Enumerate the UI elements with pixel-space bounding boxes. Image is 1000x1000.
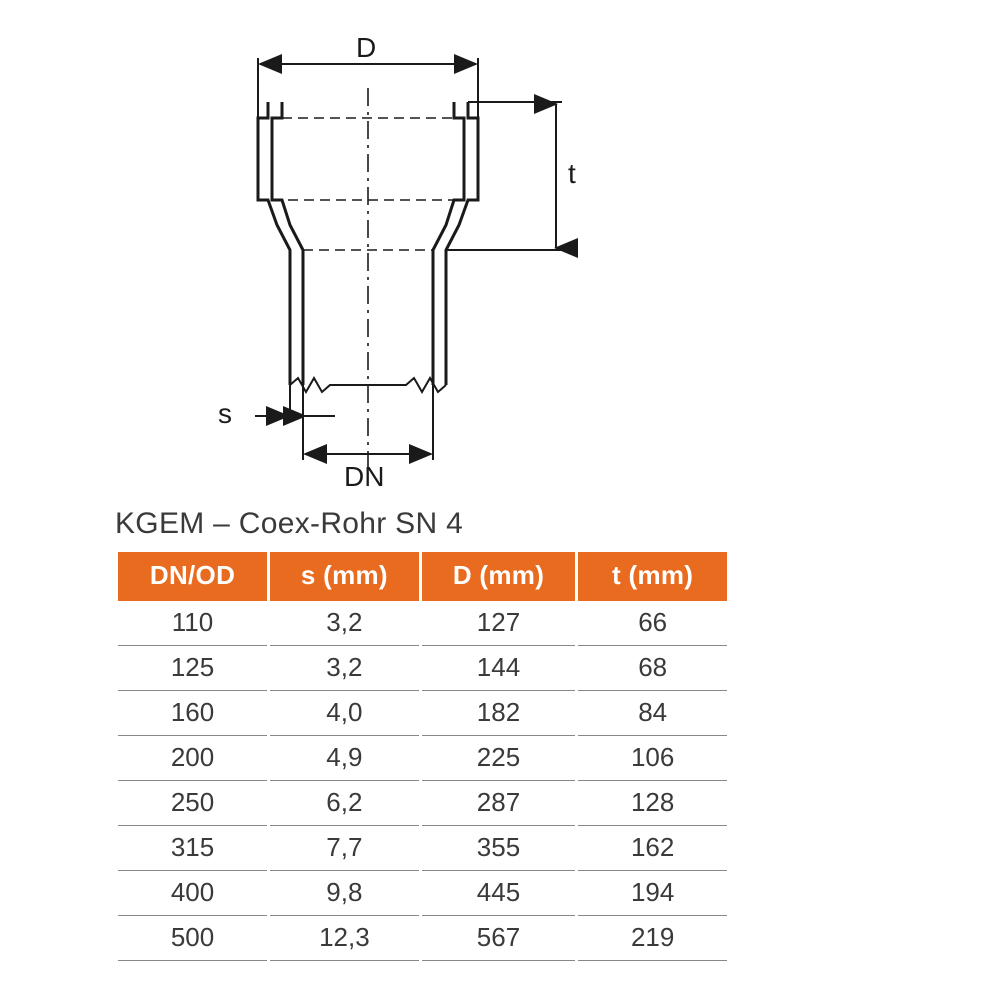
table-cell: 567	[422, 916, 576, 961]
table-cell: 127	[422, 601, 576, 646]
table-cell: 219	[578, 916, 727, 961]
table-cell: 68	[578, 646, 727, 691]
table-cell: 9,8	[270, 871, 419, 916]
table-cell: 66	[578, 601, 727, 646]
table-row: 2004,9225106	[118, 736, 727, 781]
table-cell: 225	[422, 736, 576, 781]
table-cell: 400	[118, 871, 267, 916]
table-cell: 500	[118, 916, 267, 961]
table-cell: 162	[578, 826, 727, 871]
table-cell: 12,3	[270, 916, 419, 961]
dim-label-t: t	[568, 158, 576, 190]
table-cell: 200	[118, 736, 267, 781]
col-header: D (mm)	[422, 552, 576, 601]
table-cell: 4,9	[270, 736, 419, 781]
table-cell: 125	[118, 646, 267, 691]
table-row: 4009,8445194	[118, 871, 727, 916]
table-row: 1253,214468	[118, 646, 727, 691]
col-header: t (mm)	[578, 552, 727, 601]
table-cell: 250	[118, 781, 267, 826]
table-cell: 84	[578, 691, 727, 736]
table-row: 3157,7355162	[118, 826, 727, 871]
table-cell: 194	[578, 871, 727, 916]
pipe-diagram: D t s DN	[170, 40, 700, 480]
table-cell: 445	[422, 871, 576, 916]
table-row: 1103,212766	[118, 601, 727, 646]
dim-label-s: s	[218, 398, 232, 430]
table-row: 1604,018284	[118, 691, 727, 736]
table-cell: 315	[118, 826, 267, 871]
table-cell: 3,2	[270, 601, 419, 646]
table-row: 50012,3567219	[118, 916, 727, 961]
col-header: s (mm)	[270, 552, 419, 601]
spec-table: DN/OD s (mm) D (mm) t (mm) 1103,21276612…	[115, 552, 730, 961]
table-cell: 182	[422, 691, 576, 736]
table-header-row: DN/OD s (mm) D (mm) t (mm)	[118, 552, 727, 601]
table-cell: 7,7	[270, 826, 419, 871]
table-cell: 110	[118, 601, 267, 646]
table-cell: 6,2	[270, 781, 419, 826]
table-title: KGEM – Coex-Rohr SN 4	[115, 507, 463, 541]
table-cell: 4,0	[270, 691, 419, 736]
table-cell: 355	[422, 826, 576, 871]
table-cell: 106	[578, 736, 727, 781]
table-cell: 128	[578, 781, 727, 826]
table-cell: 287	[422, 781, 576, 826]
table-cell: 144	[422, 646, 576, 691]
dim-label-d: D	[356, 32, 376, 64]
table-row: 2506,2287128	[118, 781, 727, 826]
table-cell: 3,2	[270, 646, 419, 691]
col-header: DN/OD	[118, 552, 267, 601]
dim-label-dn: DN	[344, 461, 384, 493]
table-cell: 160	[118, 691, 267, 736]
